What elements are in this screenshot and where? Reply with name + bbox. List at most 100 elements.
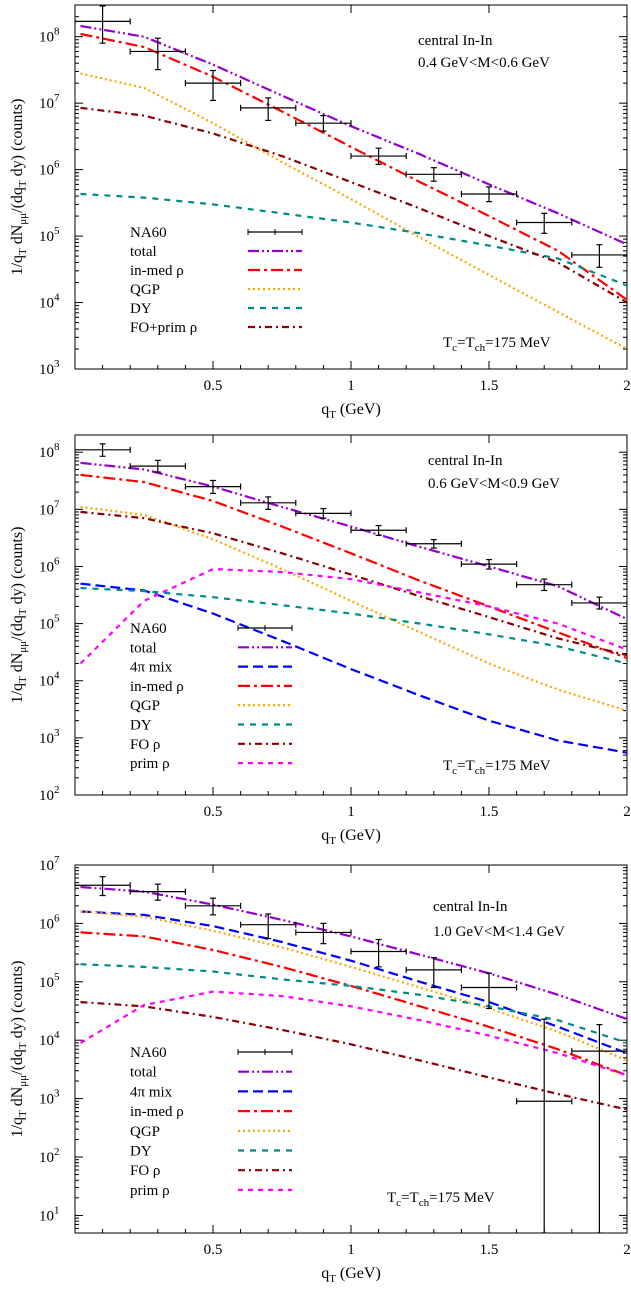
- x-tick-label: 1.5: [480, 804, 499, 820]
- legend-label: FO ρ: [130, 737, 160, 753]
- curve-in-med-: [80, 32, 627, 301]
- y-tick-label: 101: [39, 1204, 60, 1224]
- legend-label: DY: [130, 718, 152, 734]
- legend: NA60 total 4π mix in-med ρ QGP DY FO ρ prim ρ: [130, 1045, 293, 1199]
- na60-point: [350, 938, 407, 968]
- x-tick-label: 0.5: [204, 804, 223, 820]
- curve-total: [80, 885, 627, 1021]
- x-axis-label: qT (GeV): [321, 827, 381, 847]
- x-tick-label: 0.5: [204, 378, 223, 394]
- na60-point: [460, 558, 518, 570]
- na60-point: [184, 69, 242, 102]
- legend-label: 4π mix: [130, 660, 173, 676]
- legend-label: in-med ρ: [130, 1104, 184, 1120]
- curve-total: [80, 461, 627, 621]
- annotation: 1.0 GeV<M<1.4 GeV: [433, 924, 565, 940]
- na60-point: [184, 897, 242, 916]
- legend-label: FO+prim ρ: [130, 320, 197, 336]
- y-tick-label: 106: [39, 912, 60, 932]
- na60-point: [240, 496, 297, 510]
- na60-points: [75, 5, 627, 268]
- curve-total: [80, 24, 627, 246]
- curve-qgp: [80, 72, 627, 350]
- y-tick-label: 106: [39, 555, 60, 575]
- legend-label: QGP: [130, 698, 160, 714]
- na60-point: [571, 596, 627, 610]
- legend-label: QGP: [130, 282, 160, 298]
- curves: [79, 461, 627, 754]
- annotation: 0.4 GeV<M<0.6 GeV: [418, 55, 550, 71]
- curve-qgp: [80, 910, 627, 1062]
- legend-label: NA60: [130, 225, 167, 241]
- y-tick-label: 103: [39, 727, 60, 747]
- curve-dy: [80, 963, 627, 1044]
- na60-point: [515, 212, 573, 234]
- chart-panel-1: 0.5 1 1.5 2 103 104 105 106 107 108 qT (GeV) 1/qT d…: [9, 4, 631, 421]
- annotation: Tc=Tch=175 MeV: [443, 758, 551, 777]
- y-tick-label: 104: [39, 292, 60, 312]
- na60-points: [75, 443, 627, 610]
- legend: NA60 total in-med ρ QGP DY FO+prim ρ: [130, 225, 303, 336]
- y-tick-label: 105: [39, 971, 60, 991]
- curve-in-med-: [80, 931, 627, 1077]
- na60-point: [350, 524, 407, 536]
- y-tick-label: 102: [39, 1146, 60, 1166]
- x-tick-label: 1.5: [480, 1242, 499, 1258]
- na60-point: [295, 507, 352, 519]
- y-tick-label: 107: [39, 92, 60, 112]
- annotation: Tc=Tch=175 MeV: [387, 1190, 495, 1209]
- x-tick-label: 1: [347, 804, 355, 820]
- y-tick-label: 108: [39, 441, 60, 461]
- y-tick-label: 104: [39, 1029, 60, 1049]
- na60-point: [75, 876, 131, 897]
- curves: [79, 885, 627, 1111]
- legend-label: prim ρ: [130, 1183, 170, 1199]
- legend-label: in-med ρ: [130, 679, 184, 695]
- legend-label: 4π mix: [130, 1084, 173, 1100]
- x-tick-label: 2: [623, 1242, 631, 1258]
- x-tick-label: 2: [623, 378, 631, 394]
- y-tick-label: 105: [39, 613, 60, 633]
- y-axis-label: 1/qT dNμμ/(dqT dy) (counts): [9, 961, 29, 1138]
- na60-points: [75, 876, 627, 1233]
- na60-point: [295, 115, 352, 132]
- legend-label: DY: [130, 1144, 152, 1160]
- legend-label: FO ρ: [130, 1163, 160, 1179]
- na60-point: [405, 956, 462, 989]
- legend-label: total: [130, 244, 157, 260]
- na60-point: [460, 186, 518, 203]
- x-tick-label: 1.5: [480, 378, 499, 394]
- na60-point: [129, 883, 186, 901]
- y-tick-label: 102: [39, 784, 60, 804]
- legend-label: QGP: [130, 1124, 160, 1140]
- legend: NA60 total 4π mix in-med ρ QGP DY FO ρ prim ρ: [130, 621, 293, 772]
- legend-label: prim ρ: [130, 756, 170, 772]
- annotation: 0.6 GeV<M<0.9 GeV: [428, 476, 560, 492]
- y-tick-label: 108: [39, 26, 60, 46]
- na60-point: [295, 922, 352, 945]
- y-axis-label: 1/qT dNμμ/(dqT dy) (counts): [9, 99, 29, 276]
- y-axis-label: 1/qT dNμμ/(dqT dy) (counts): [9, 527, 29, 704]
- x-tick-label: 1: [347, 378, 355, 394]
- curve-4-mix: [80, 582, 627, 754]
- y-tick-label: 105: [39, 225, 60, 245]
- x-axis-label: qT (GeV): [321, 1265, 381, 1285]
- x-tick-label: 1: [347, 1242, 355, 1258]
- curve-fo-: [80, 1001, 627, 1111]
- legend-label: total: [130, 640, 157, 656]
- y-tick-label: 107: [39, 854, 60, 874]
- curve-dy: [80, 586, 627, 665]
- y-tick-label: 103: [39, 1088, 60, 1108]
- na60-point: [515, 578, 573, 592]
- na60-point: [571, 244, 627, 268]
- annotation: central In-In: [428, 453, 503, 469]
- curve-in-med-: [80, 473, 627, 660]
- legend-label: total: [130, 1065, 157, 1081]
- curve-prim-: [79, 567, 627, 665]
- annotation: Tc=Tch=175 MeV: [443, 335, 551, 354]
- x-tick-label: 0.5: [204, 1242, 223, 1258]
- legend-label: NA60: [130, 621, 167, 637]
- y-tick-label: 103: [39, 358, 60, 378]
- na60-point: [129, 37, 186, 71]
